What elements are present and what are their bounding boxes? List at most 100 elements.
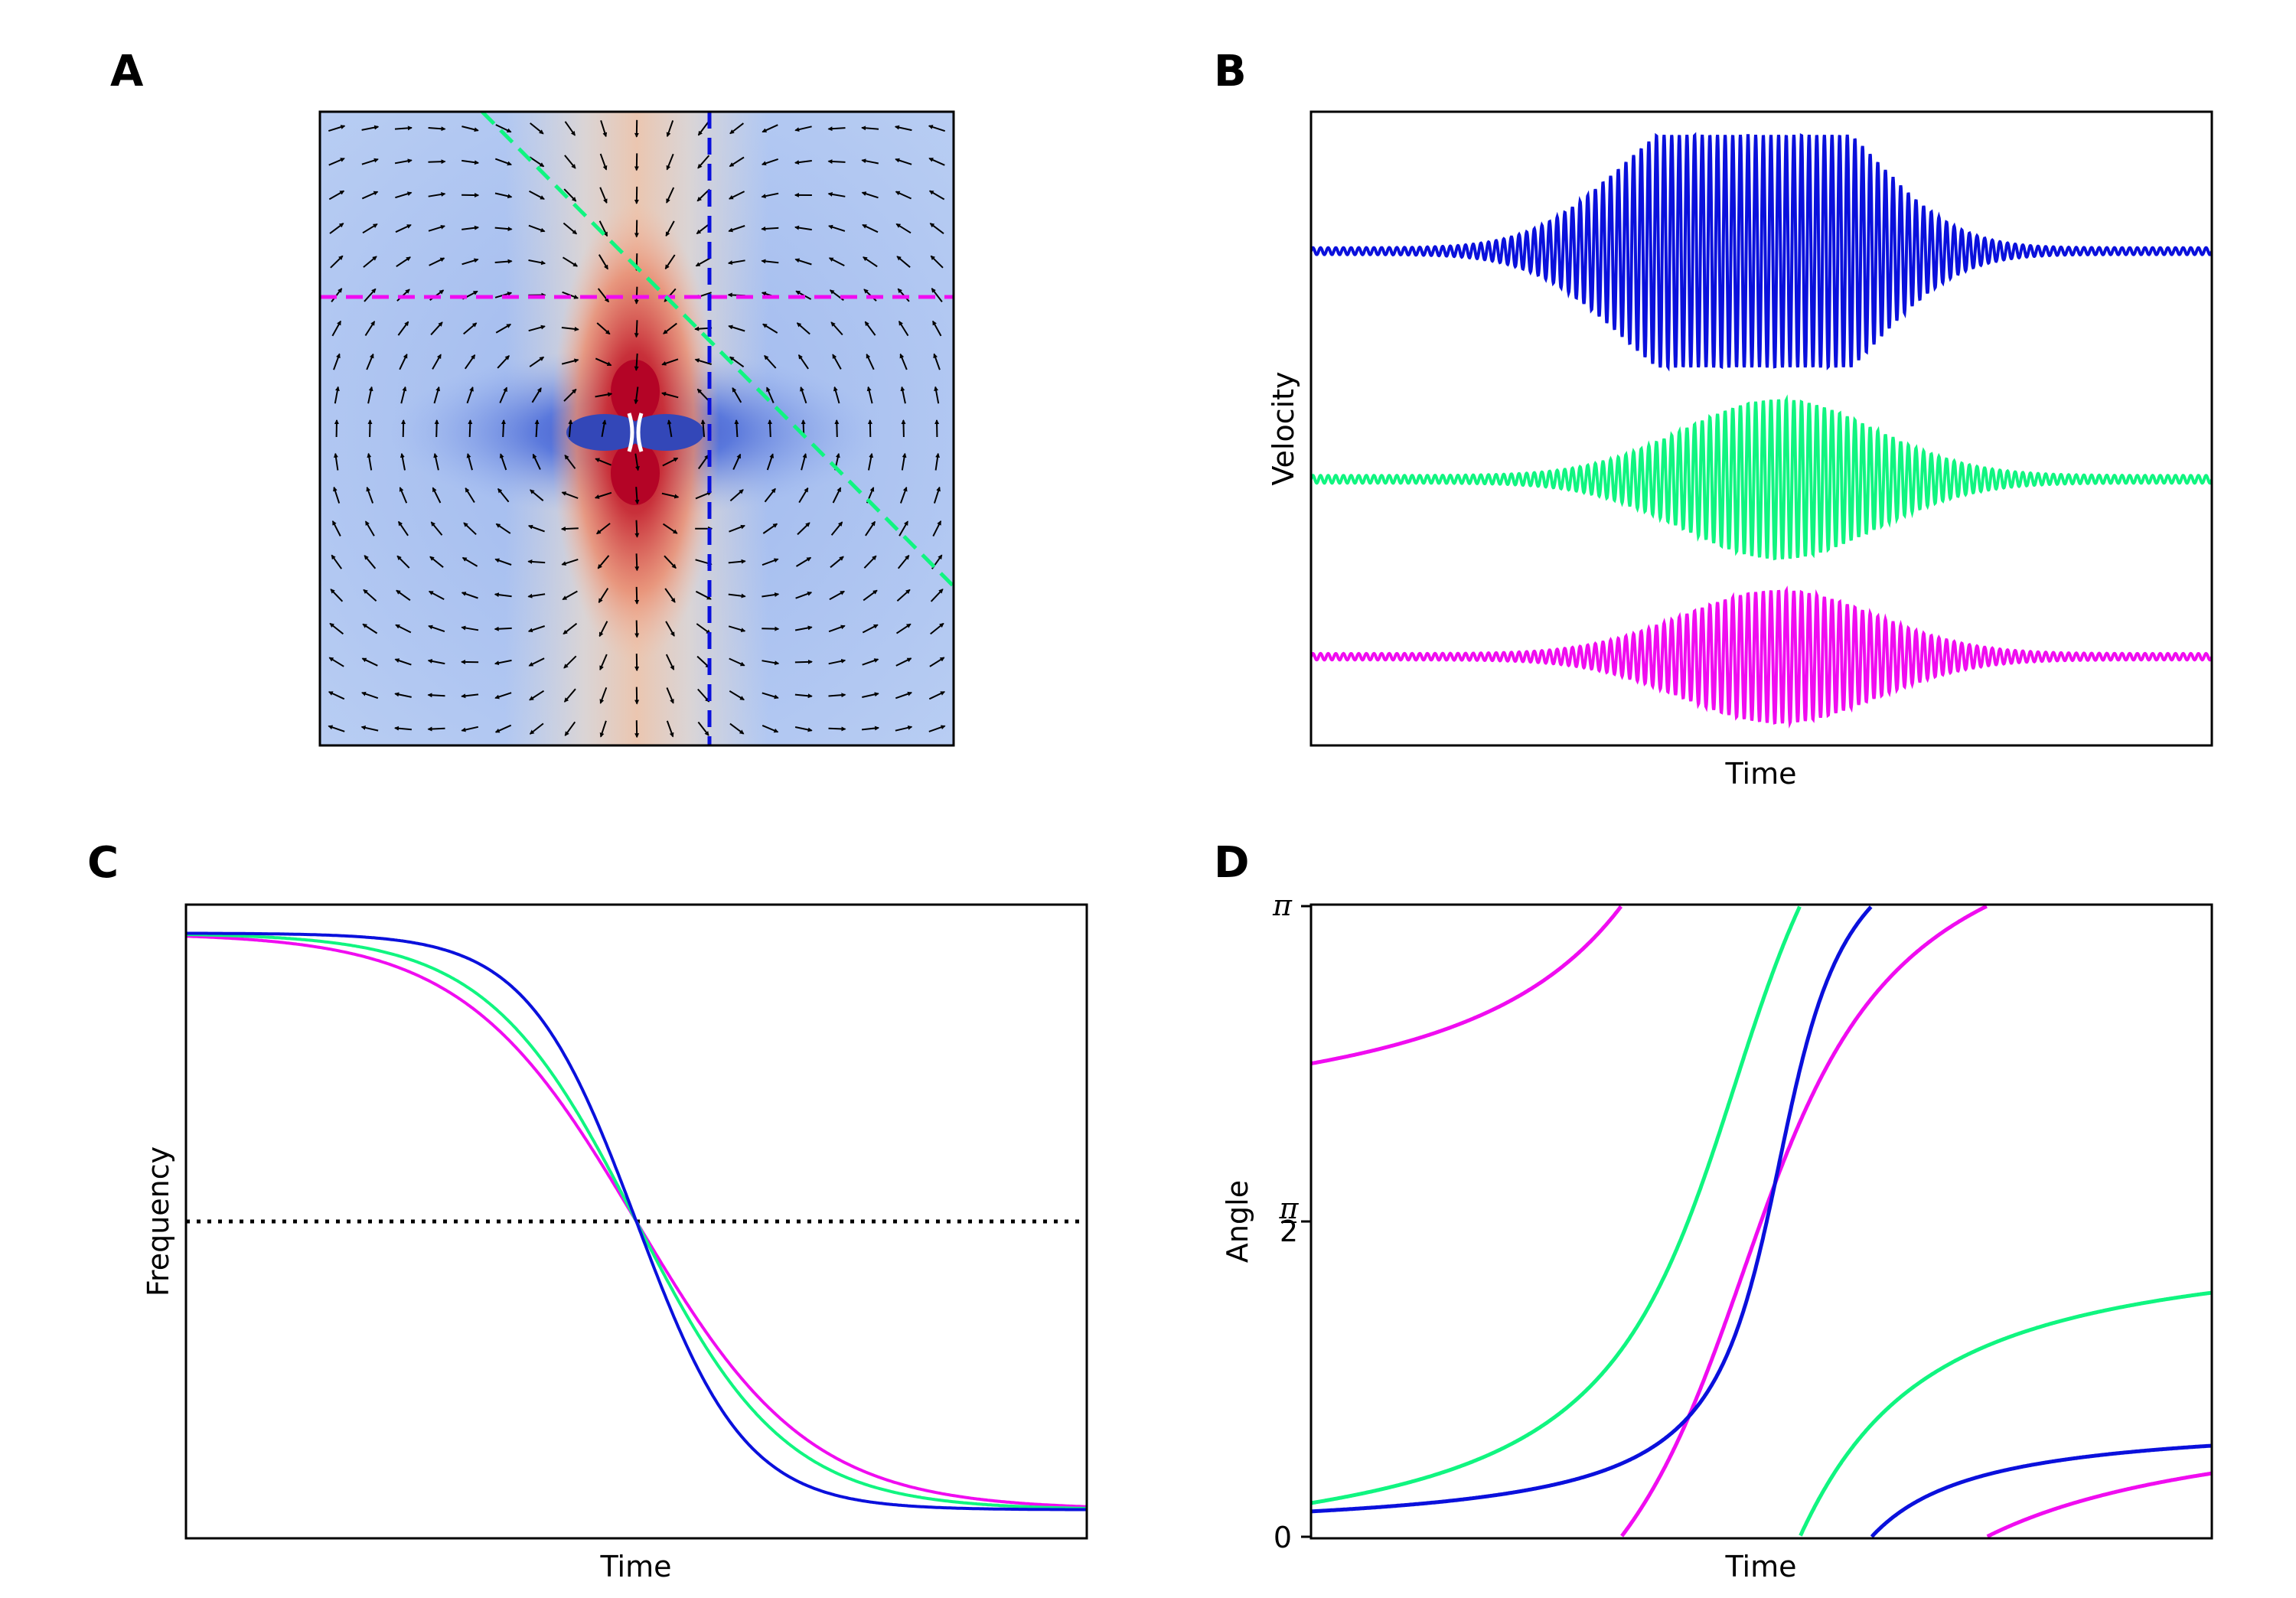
panel-a-arrow xyxy=(764,354,777,369)
panel-a-arrow xyxy=(497,355,510,369)
panel-a-arrow xyxy=(330,255,344,269)
panel-b-series-blue xyxy=(1311,132,2212,372)
panel-a-arrow xyxy=(895,657,912,667)
panel-a-arrow xyxy=(899,486,908,504)
panel-a-arrow xyxy=(766,453,775,471)
panel-a-arrow xyxy=(395,624,412,634)
panel-a-arrow xyxy=(461,726,479,732)
panel-a-arrow xyxy=(866,386,873,404)
panel-a-arrow xyxy=(461,225,479,230)
panel-a-arrow xyxy=(761,226,779,231)
panel-b-series-green xyxy=(1311,394,2212,561)
panel-a-arrow xyxy=(665,654,675,670)
panel-a-arrow xyxy=(564,155,576,169)
panel-a-arrow xyxy=(666,153,674,171)
panel-a-arrow xyxy=(495,124,512,133)
panel-a-arrow xyxy=(727,259,745,266)
panel-a-arrow xyxy=(762,592,780,598)
panel-a-arrow xyxy=(863,256,878,268)
panel-a-arrow xyxy=(597,288,609,303)
panel-d-ylabel: Angle xyxy=(1221,1180,1254,1263)
panel-a-arrow xyxy=(528,657,545,667)
panel-a-arrow xyxy=(596,322,611,335)
panel-a-arrow xyxy=(366,486,374,504)
panel-a-arrow xyxy=(827,126,846,132)
panel-a-arrow xyxy=(928,190,945,201)
panel-c-xlabel: Time xyxy=(600,1550,672,1583)
panel-a-arrow xyxy=(430,321,443,336)
panel-a-arrow xyxy=(329,622,344,635)
panel-a-arrow xyxy=(598,621,608,638)
panel-a-arrow xyxy=(494,227,513,232)
panel-a-arrow xyxy=(828,257,845,266)
panel-a-arrow xyxy=(794,726,813,732)
panel-a-arrow xyxy=(400,452,406,471)
panel-a-arrow xyxy=(599,720,607,738)
panel-a-arrow xyxy=(928,690,946,700)
panel-a-arrow xyxy=(729,191,745,200)
panel-a-arrow xyxy=(465,487,475,504)
panel-a-arrow xyxy=(664,254,676,270)
panel-a-arrow xyxy=(395,223,412,233)
panel-a-arrow xyxy=(599,153,608,171)
panel-a-arrow xyxy=(898,321,909,337)
panel-a-arrow xyxy=(667,419,673,438)
panel-a-arrow xyxy=(634,453,640,471)
panel-b-frame xyxy=(1309,110,2213,747)
panel-a-arrow xyxy=(697,454,709,470)
panel-a-arrow xyxy=(331,554,343,569)
panel-a-arrow xyxy=(794,258,812,266)
panel-a-arrow xyxy=(394,158,413,165)
panel-a-arrow xyxy=(331,320,341,337)
panel-a-arrow xyxy=(764,488,776,503)
panel-a-arrow xyxy=(634,487,640,505)
panel-a-arrow xyxy=(595,392,613,398)
panel-a-arrow xyxy=(499,453,507,471)
panel-a-arrow xyxy=(598,588,609,604)
panel-a-arrow xyxy=(428,126,446,132)
panel-a-arrow xyxy=(895,691,912,700)
panel-a-arrow xyxy=(828,224,846,232)
panel-a-arrow xyxy=(762,523,778,534)
panel-a-arrow xyxy=(364,288,377,302)
panel-a-arrow xyxy=(497,488,510,503)
panel-a-arrow xyxy=(461,592,478,599)
panel-a-arrow xyxy=(362,223,378,234)
panel-a-arrow xyxy=(532,453,541,470)
panel-a-arrow xyxy=(428,224,445,232)
panel-a-arrow xyxy=(896,256,911,268)
panel-a-arrow xyxy=(333,486,341,504)
panel-a-arrow xyxy=(666,687,674,704)
panel-a-arrow xyxy=(734,419,739,438)
panel-a-arrow xyxy=(762,660,780,666)
panel-a-arrow xyxy=(867,419,872,438)
panel-a-arrow xyxy=(433,386,441,404)
panel-a-arrow xyxy=(663,322,677,334)
panel-c-frame xyxy=(184,903,1088,1540)
panel-a-arrow xyxy=(494,626,512,631)
panel-a-arrow xyxy=(461,159,479,165)
panel-a-arrow xyxy=(396,589,411,602)
panel-a-arrow xyxy=(563,622,578,635)
panel-a-arrow xyxy=(466,386,474,404)
panel-a-arrow xyxy=(899,353,908,370)
panel-a-arrow xyxy=(695,491,713,500)
panel-a-arrow xyxy=(794,126,812,132)
panel-a-arrow xyxy=(461,126,479,132)
panel-a-arrow xyxy=(495,323,512,334)
panel-a-arrow xyxy=(562,590,578,601)
panel-a-arrow xyxy=(697,688,710,703)
panel-a-arrow xyxy=(564,455,576,469)
panel-a-arrow xyxy=(895,623,912,634)
panel-a-arrow xyxy=(534,419,540,438)
panel-a-arrow xyxy=(468,419,473,438)
panel-a-arrow xyxy=(794,225,812,231)
panel-a-arrow xyxy=(562,256,579,267)
panel-a-arrow xyxy=(728,324,745,332)
panel-a-arrow xyxy=(762,323,778,334)
panel-a-arrow xyxy=(866,353,875,370)
panel-a-red-core-bottom xyxy=(611,441,660,505)
panel-a-arrow xyxy=(697,155,710,169)
panel-a-arrow xyxy=(661,492,680,499)
panel-a-arrow xyxy=(399,487,408,504)
